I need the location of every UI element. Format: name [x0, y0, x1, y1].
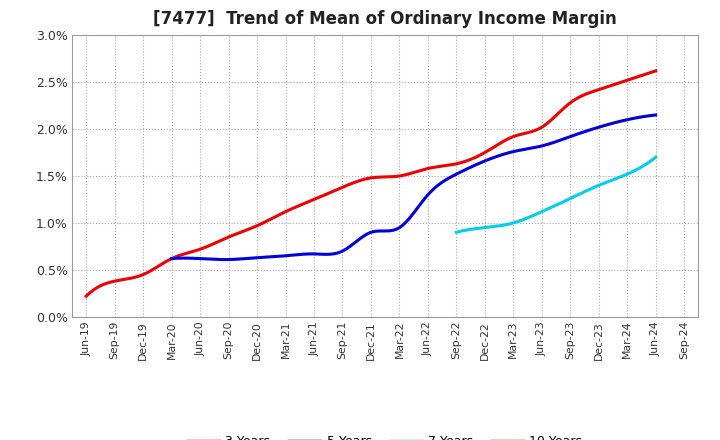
Legend: 3 Years, 5 Years, 7 Years, 10 Years: 3 Years, 5 Years, 7 Years, 10 Years [183, 430, 588, 440]
Title: [7477]  Trend of Mean of Ordinary Income Margin: [7477] Trend of Mean of Ordinary Income … [153, 10, 617, 28]
